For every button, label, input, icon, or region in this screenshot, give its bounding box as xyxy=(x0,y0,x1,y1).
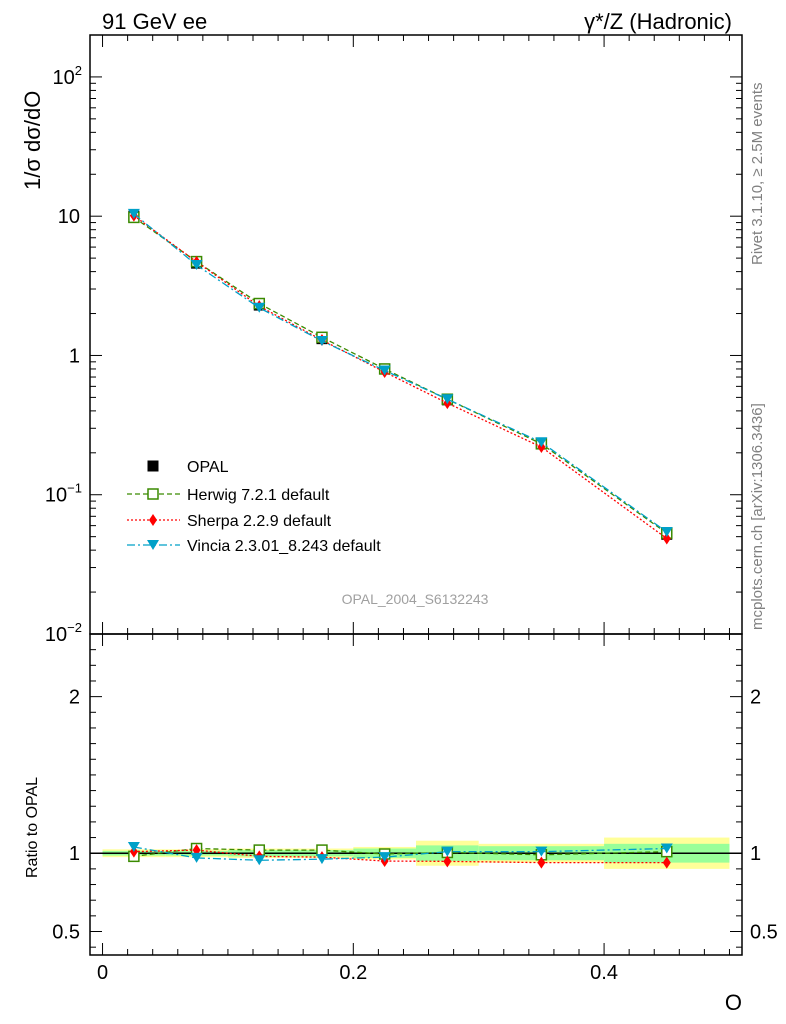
ratio-y-tick-label-right: 1 xyxy=(750,843,761,865)
ratio-point-vincia xyxy=(190,852,203,863)
main-point-sherpa xyxy=(662,532,671,545)
main-y-tick-label: 10−2 xyxy=(45,620,82,646)
legend-entry-herwig: Herwig 7.2.1 default xyxy=(127,487,330,504)
ratio-point-sherpa xyxy=(537,856,546,869)
main-point-vincia xyxy=(315,336,328,347)
ratio-point-vincia xyxy=(127,841,140,852)
legend-label-vincia: Vincia 2.3.01_8.243 default xyxy=(187,538,381,555)
legend: OPAL Herwig 7.2.1 default Sherpa 2.2.9 def… xyxy=(127,459,381,555)
legend-marker-data xyxy=(147,460,159,472)
ratio-point-vincia xyxy=(535,846,548,857)
legend-entry-vincia: Vincia 2.3.01_8.243 default xyxy=(127,538,381,555)
header-right: γ*/Z (Hadronic) xyxy=(584,9,732,34)
main-point-vincia xyxy=(441,394,454,405)
main-series-vincia xyxy=(127,208,673,538)
x-tick-label: 0.4 xyxy=(590,962,618,984)
legend-marker-vincia xyxy=(147,540,159,550)
ratio-plot-panel: 0.5 0.5 1 1 2 2 0 0.2 0.4 xyxy=(52,633,778,984)
legend-label-sherpa: Sherpa 2.2.9 default xyxy=(187,513,332,530)
main-point-vincia xyxy=(127,208,140,219)
analysis-id: OPAL_2004_S6132243 xyxy=(342,591,489,607)
main-point-vincia xyxy=(253,302,266,313)
ratio-y-tick-label-right: 2 xyxy=(750,687,761,709)
ratio-line-sherpa xyxy=(133,849,667,864)
legend-entry-sherpa: Sherpa 2.2.9 default xyxy=(127,513,332,530)
ratio-frame xyxy=(89,633,743,956)
x-axis-label: O xyxy=(725,990,742,1015)
ratio-y-tick-label-left: 0.5 xyxy=(52,922,80,944)
ratio-y-tick-label-left: 2 xyxy=(69,687,80,709)
main-y-tick-label: 102 xyxy=(53,63,82,89)
legend-marker-herwig xyxy=(147,488,159,500)
main-point-vincia xyxy=(378,365,391,376)
ratio-line-herwig xyxy=(133,847,667,857)
ratio-point-vincia xyxy=(315,854,328,865)
legend-marker-sherpa xyxy=(149,514,157,526)
main-ylabel: 1/σ dσ/dO xyxy=(20,91,45,190)
rivet-label: Rivet 3.1.10, ≥ 2.5M events xyxy=(749,83,766,266)
main-y-tick-label: 1 xyxy=(69,345,80,367)
x-tick-label: 0 xyxy=(97,962,108,984)
ratio-y-tick-label-left: 1 xyxy=(69,843,80,865)
ratio-line-vincia xyxy=(133,846,667,861)
main-y-tick-label: 10 xyxy=(58,206,80,228)
main-plot-panel: 10−2 10−1 1 10 102 xyxy=(45,34,743,646)
ratio-point-sherpa xyxy=(662,856,671,869)
header-left: 91 GeV ee xyxy=(102,9,207,34)
main-point-vincia xyxy=(660,527,673,538)
main-line-vincia xyxy=(133,213,668,533)
ratio-series-sherpa xyxy=(129,844,671,869)
ratio-point-vincia xyxy=(441,846,454,857)
ratio-point-sherpa xyxy=(443,855,452,868)
ratio-series-vincia xyxy=(127,841,673,866)
x-tick-label: 0.2 xyxy=(339,962,367,984)
main-line-herwig xyxy=(133,216,668,534)
legend-label-herwig: Herwig 7.2.1 default xyxy=(187,487,330,504)
main-point-vincia xyxy=(535,437,548,448)
ratio-point-vincia xyxy=(378,852,391,863)
legend-label-data: OPAL xyxy=(187,459,229,476)
main-point-vincia xyxy=(190,260,203,271)
ratio-y-tick-label-right: 0.5 xyxy=(750,922,778,944)
ratio-ylabel: Ratio to OPAL xyxy=(24,777,41,878)
legend-entry-data: OPAL xyxy=(147,459,229,476)
ratio-point-vincia xyxy=(660,843,673,854)
ratio-point-vincia xyxy=(253,855,266,866)
main-y-tick-label: 10−1 xyxy=(45,481,82,507)
mcplots-label: mcplots.cern.ch [arXiv:1306.3436] xyxy=(749,403,766,630)
main-y-ticks xyxy=(90,34,742,635)
